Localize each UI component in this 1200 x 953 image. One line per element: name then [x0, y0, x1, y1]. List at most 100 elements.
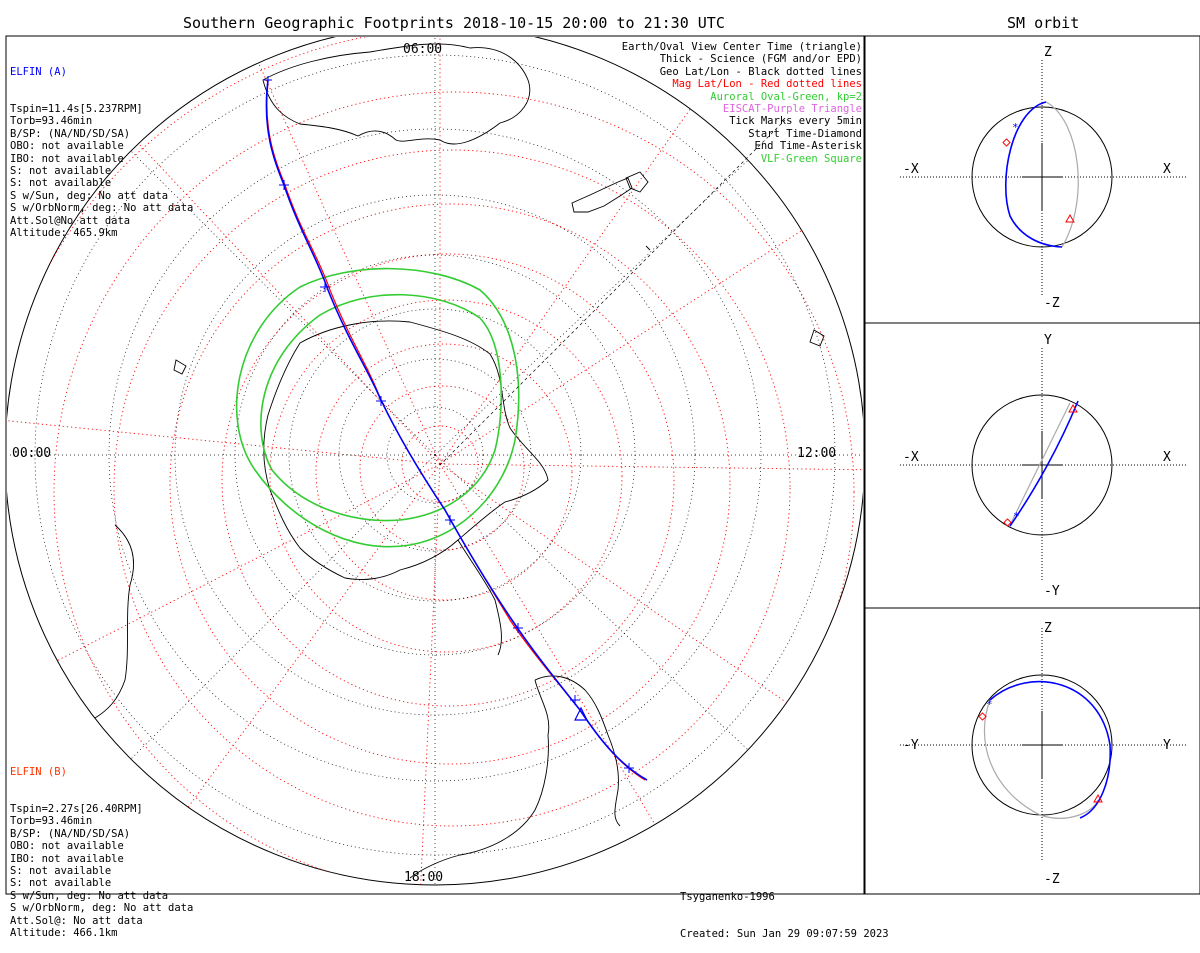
sm1-right-label: X — [1163, 162, 1171, 177]
tick-mark — [279, 180, 289, 190]
created-timestamp: Created: Sun Jan 29 09:07:59 2023 — [680, 928, 889, 941]
legend-entry: Earth/Oval View Center Time (triangle) — [621, 41, 862, 53]
tick-mark — [445, 515, 455, 525]
tick-mark — [264, 76, 272, 84]
legend-entry: Tick Marks every 5min — [729, 115, 862, 128]
plot-title: Southern Geographic Footprints 2018-10-1… — [183, 14, 725, 32]
mag-lat-circle — [269, 299, 623, 653]
info-line: IBO: not available — [10, 852, 124, 865]
sm1-left-label: -X — [903, 162, 919, 177]
info-line: S w/Sun, deg: No att data — [10, 889, 169, 902]
sm-panel-2: * — [900, 348, 1188, 582]
info-line: Altitude: 465.9km — [10, 227, 118, 240]
mag-lat-circle — [221, 253, 675, 707]
new-zealand-coast — [571, 177, 633, 213]
south-america-coast — [409, 679, 550, 879]
model-credit: Tsyganenko-1996 — [680, 890, 775, 903]
time-label-left: 00:00 — [12, 446, 52, 461]
tick-mark — [320, 282, 330, 292]
info-line: Altitude: 466.1km — [10, 927, 118, 940]
sm-frame — [864, 35, 1200, 895]
info-line: IBO: not available — [10, 152, 124, 165]
mag-lon-line — [7, 463, 441, 691]
legend-entry: Auroral Oval-Green, kp=2 — [710, 90, 862, 103]
sm-orbit-title: SM orbit — [1007, 14, 1080, 32]
sm-orbit-ghost — [1045, 101, 1079, 248]
elfin-b-name: ELFIN (B) — [10, 765, 67, 778]
end-asterisk: * — [1012, 121, 1019, 134]
legend-entry: Geo Lat/Lon - Black dotted lines — [659, 65, 862, 78]
mag-lat-circle — [315, 343, 573, 601]
sm2-right-label: X — [1163, 450, 1171, 465]
coastlines — [94, 43, 825, 879]
legend-entry: Mag Lat/Lon - Red dotted lines — [672, 78, 862, 91]
island-coast — [645, 245, 651, 251]
tick-marks — [264, 76, 634, 773]
africa-coast — [94, 524, 134, 719]
auroral-oval-outer — [235, 267, 520, 548]
legend-entry: VLF-Green Square — [760, 152, 862, 165]
sm3-top-label: Z — [1044, 621, 1052, 636]
island-coast — [173, 359, 187, 375]
mag-lon-line — [439, 179, 863, 465]
figure-canvas: * * * — [5, 35, 1200, 895]
tick-mark — [624, 763, 634, 773]
view-triangle — [1065, 213, 1075, 223]
time-label-top: 06:00 — [403, 42, 443, 57]
legend-entry: Start Time-Diamond — [748, 127, 862, 140]
time-label-right: 12:00 — [797, 446, 837, 461]
sm-panel-1: * — [900, 60, 1188, 295]
tick-mark — [376, 396, 386, 406]
sm-orbit-ghost — [983, 699, 1099, 819]
geo-lon-line — [434, 129, 781, 456]
info-line: S w/OrbNorm, deg: No att data — [10, 902, 194, 915]
geo-lon-line — [434, 454, 781, 781]
geo-lon-line — [109, 454, 436, 781]
view-center-triangle — [574, 706, 588, 721]
mag-lon-line — [439, 463, 863, 761]
mag-lon-line — [439, 463, 701, 885]
mag-lat-circle — [169, 203, 731, 765]
info-line: S w/Sun, deg: No att data — [10, 189, 169, 202]
orbit-footprint — [264, 76, 648, 781]
info-line: Tspin=11.4s[5.237RPM] — [10, 103, 143, 116]
south-america-coast — [534, 675, 621, 827]
mag-lon-line — [7, 419, 441, 465]
sm-orbit-ghost — [1009, 402, 1071, 526]
info-line: Torb=93.46min — [10, 115, 93, 128]
sm3-bottom-label: -Z — [1044, 872, 1060, 887]
start-diamond — [978, 712, 987, 721]
elfin-b-lines: Tspin=2.27s[26.40RPM] Torb=93.46min B/SP: … — [10, 803, 193, 939]
geo-lat-circle — [108, 128, 762, 782]
info-line: Att.Sol@: No att data — [10, 914, 143, 927]
sm3-left-label: -Y — [903, 738, 919, 753]
legend-entry: Thick - Science (FGM and/or EPD) — [659, 53, 862, 66]
elfin-a-track — [265, 79, 648, 781]
mag-lat-circle — [53, 91, 855, 885]
sm-orbit-path — [989, 680, 1111, 819]
mag-lat-circle — [113, 149, 791, 827]
info-line: S: not available — [10, 877, 112, 890]
elfin-a-lines: Tspin=11.4s[5.237RPM] Torb=93.46min B/SP: … — [10, 103, 193, 239]
earth-circle — [971, 106, 1113, 248]
info-line: Att.Sol@No att data — [10, 214, 131, 227]
info-line: S: not available — [10, 165, 112, 178]
sm2-bottom-label: -Y — [1044, 584, 1060, 599]
australia-coast — [262, 43, 531, 145]
view-triangle — [1093, 793, 1103, 803]
elfin-a-info: ELFIN (A) Tspin=11.4s[5.237RPM] Torb=93.4… — [10, 41, 193, 252]
sm-panel-3: * — [900, 628, 1188, 862]
geo-grid — [7, 37, 863, 885]
elfin-b-info: ELFIN (B) Tspin=2.27s[26.40RPM] Torb=93.4… — [10, 741, 193, 952]
antarctic-peninsula-coast — [457, 539, 502, 656]
sm-orbit-path — [1004, 101, 1063, 248]
info-line: OBO: not available — [10, 140, 124, 153]
start-diamond — [1002, 138, 1011, 147]
legend-entry: End Time-Asterisk — [754, 140, 862, 153]
new-zealand-coast — [625, 171, 649, 193]
info-line: S: not available — [10, 177, 112, 190]
tick-mark — [513, 623, 523, 633]
sm3-right-label: Y — [1163, 738, 1171, 753]
mag-lon-line — [419, 463, 441, 885]
sm-orbit-path — [1009, 400, 1079, 527]
